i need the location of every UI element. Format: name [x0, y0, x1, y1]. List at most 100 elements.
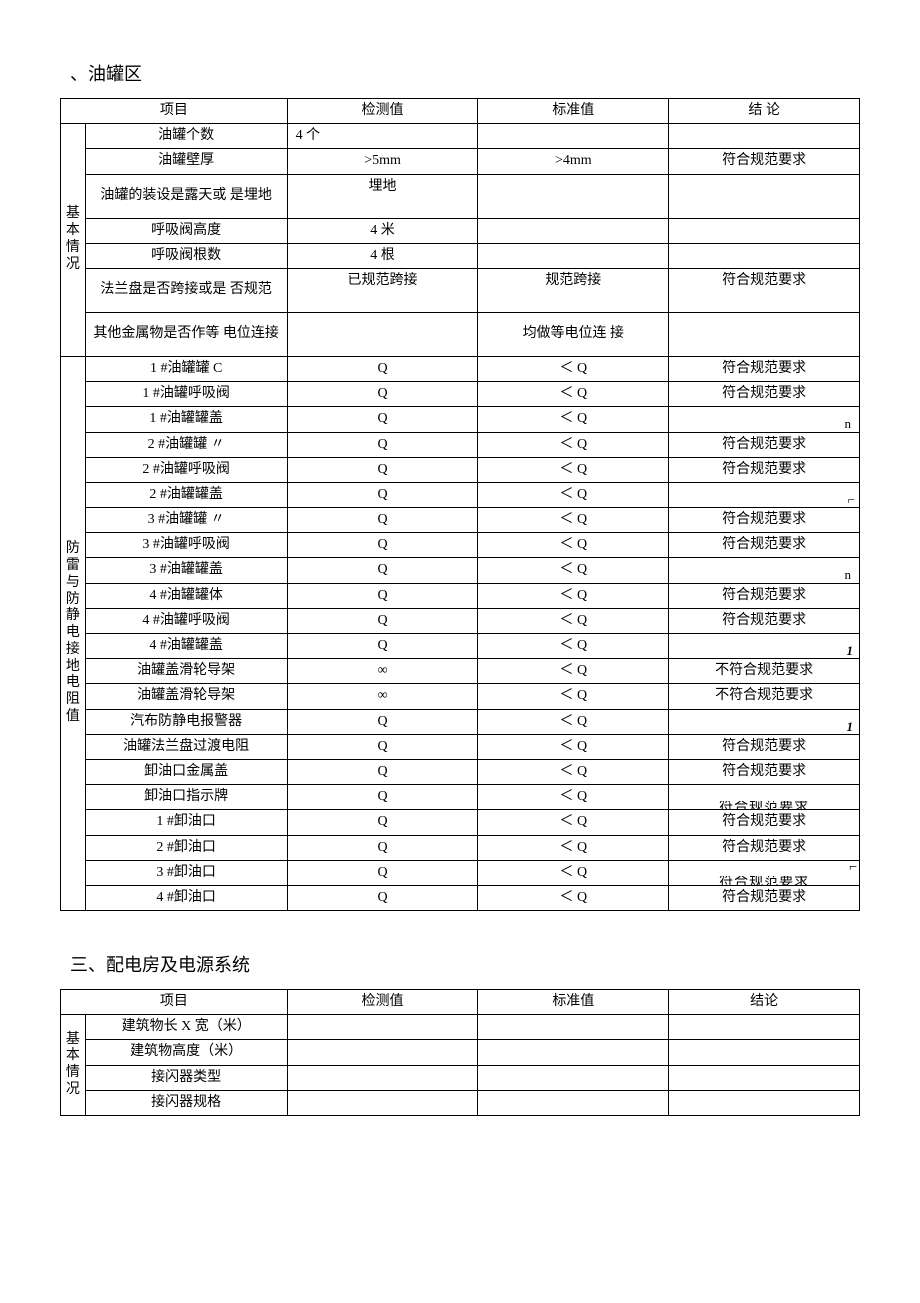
cell-item: 卸油口指示牌 — [85, 785, 287, 810]
cell-item: 卸油口金属盖 — [85, 759, 287, 784]
cell-std: ＜ Q — [478, 759, 669, 784]
cell-item: 油罐壁厚 — [85, 149, 287, 174]
cell-std: ＜ Q — [478, 835, 669, 860]
cell-val: Q — [287, 508, 478, 533]
header-std: 标准值 — [478, 990, 669, 1015]
cell-res: n — [669, 407, 860, 432]
table-row: 其他金属物是否作等 电位连接 均做等电位连 接 — [61, 312, 860, 356]
cell-item: 3 #油罐罐 〃 — [85, 508, 287, 533]
cell-item: 法兰盘是否跨接或是 否规范 — [85, 268, 287, 312]
cell-std: 规范跨接 — [478, 268, 669, 312]
cell-res — [669, 1040, 860, 1065]
cell-std — [478, 124, 669, 149]
cell-res: 符合规范要求 — [669, 382, 860, 407]
cell-item: 呼吸阀高度 — [85, 218, 287, 243]
table-row: 基本情况 油罐个数 4 个 — [61, 124, 860, 149]
table-row: 4 #油罐罐体 Q ＜ Q 符合规范要求 — [61, 583, 860, 608]
cell-item: 油罐个数 — [85, 124, 287, 149]
cell-val: Q — [287, 583, 478, 608]
cell-std: ＜ Q — [478, 785, 669, 810]
cell-val: Q — [287, 634, 478, 659]
cell-val: Q — [287, 835, 478, 860]
table-row: 2 #油罐罐 〃 Q ＜ Q 符合规范要求 — [61, 432, 860, 457]
cell-item: 4 #油罐呼吸阀 — [85, 608, 287, 633]
cell-res: n — [669, 558, 860, 583]
cell-item: 4 #油罐罐盖 — [85, 634, 287, 659]
cell-res: 符合规范要求 — [669, 734, 860, 759]
table-header-row: 项目 检测值 标准值 结 论 — [61, 99, 860, 124]
cell-val: Q — [287, 810, 478, 835]
table-row: 防雷与防静电接地电阻值 1 #油罐罐 C Q ＜ Q 符合规范要求 — [61, 356, 860, 381]
cell-std: ＜ Q — [478, 482, 669, 507]
cell-res: 符合规范要求 — [669, 835, 860, 860]
cell-std: ＜ Q — [478, 583, 669, 608]
cell-item: 油罐的装设是露天或 是埋地 — [85, 174, 287, 218]
cell-val: Q — [287, 785, 478, 810]
cell-res: 1 — [669, 709, 860, 734]
cell-val: Q — [287, 482, 478, 507]
cell-item: 1 #油罐罐 C — [85, 356, 287, 381]
cell-item: 2 #油罐罐 〃 — [85, 432, 287, 457]
group-label-resistance: 防雷与防静电接地电阻值 — [61, 356, 86, 910]
cell-std: ＜ Q — [478, 860, 669, 885]
cell-val: Q — [287, 432, 478, 457]
cell-res: 不符合规范要求 — [669, 659, 860, 684]
cell-val — [287, 312, 478, 356]
cell-std: ＜ Q — [478, 734, 669, 759]
table-row: 油罐法兰盘过渡电阻 Q ＜ Q 符合规范要求 — [61, 734, 860, 759]
cell-res — [669, 1065, 860, 1090]
cell-val: Q — [287, 759, 478, 784]
cell-res: 符合规范要求 — [669, 432, 860, 457]
cell-std: ＜ Q — [478, 659, 669, 684]
cell-std: ＜ Q — [478, 533, 669, 558]
cell-item: 油罐盖滑轮导架 — [85, 684, 287, 709]
cell-item: 3 #油罐呼吸阀 — [85, 533, 287, 558]
header-item: 项目 — [61, 990, 288, 1015]
table-row: 建筑物高度（米） — [61, 1040, 860, 1065]
cell-item: 2 #油罐呼吸阀 — [85, 457, 287, 482]
cell-std — [478, 1090, 669, 1115]
cell-val: 4 个 — [287, 124, 478, 149]
cell-std: ＜ Q — [478, 558, 669, 583]
section3-title: 三、配电房及电源系统 — [70, 951, 860, 977]
table-row: 接闪器类型 — [61, 1065, 860, 1090]
table-row: 4 #卸油口 Q ＜ Q 符合规范要求 — [61, 885, 860, 910]
cell-std: ＜ Q — [478, 684, 669, 709]
cell-std — [478, 174, 669, 218]
cell-val: Q — [287, 382, 478, 407]
table-row: 呼吸阀根数 4 根 — [61, 243, 860, 268]
table-row: 卸油口金属盖 Q ＜ Q 符合规范要求 — [61, 759, 860, 784]
cell-res: 符合规范要求 — [669, 268, 860, 312]
cell-item: 2 #卸油口 — [85, 835, 287, 860]
cell-std: ＜ Q — [478, 810, 669, 835]
cell-val: 已规范跨接 — [287, 268, 478, 312]
cell-val: 4 米 — [287, 218, 478, 243]
cell-res: 符合规范要求 — [669, 885, 860, 910]
table-row: 3 #卸油口 Q ＜ Q 符合规范要求⌐ — [61, 860, 860, 885]
cell-val: Q — [287, 558, 478, 583]
table-row: 2 #卸油口 Q ＜ Q 符合规范要求 — [61, 835, 860, 860]
cell-item: 建筑物高度（米） — [85, 1040, 287, 1065]
cell-val: ∞ — [287, 684, 478, 709]
cell-std — [478, 243, 669, 268]
header-res: 结论 — [669, 990, 860, 1015]
cell-res: 符合规范要求 — [669, 533, 860, 558]
section2-title: 、油罐区 — [70, 60, 860, 86]
cell-item: 1 #油罐呼吸阀 — [85, 382, 287, 407]
cell-res: ⌐ — [669, 482, 860, 507]
table-row: 油罐壁厚 >5mm >4mm 符合规范要求 — [61, 149, 860, 174]
cell-res: 符合规范要求 — [669, 583, 860, 608]
table-row: 油罐盖滑轮导架 ∞ ＜ Q 不符合规范要求 — [61, 659, 860, 684]
cell-std — [478, 218, 669, 243]
cell-item: 建筑物长 X 宽（米） — [85, 1015, 287, 1040]
cell-item: 油罐盖滑轮导架 — [85, 659, 287, 684]
cell-item: 接闪器规格 — [85, 1090, 287, 1115]
cell-val — [287, 1065, 478, 1090]
table-row: 油罐盖滑轮导架 ∞ ＜ Q 不符合规范要求 — [61, 684, 860, 709]
cell-item: 其他金属物是否作等 电位连接 — [85, 312, 287, 356]
header-val: 检测值 — [287, 990, 478, 1015]
table-row: 1 #油罐罐盖 Q ＜ Q n — [61, 407, 860, 432]
cell-item: 油罐法兰盘过渡电阻 — [85, 734, 287, 759]
cell-res: 符合规范要求 — [669, 508, 860, 533]
cell-val — [287, 1040, 478, 1065]
